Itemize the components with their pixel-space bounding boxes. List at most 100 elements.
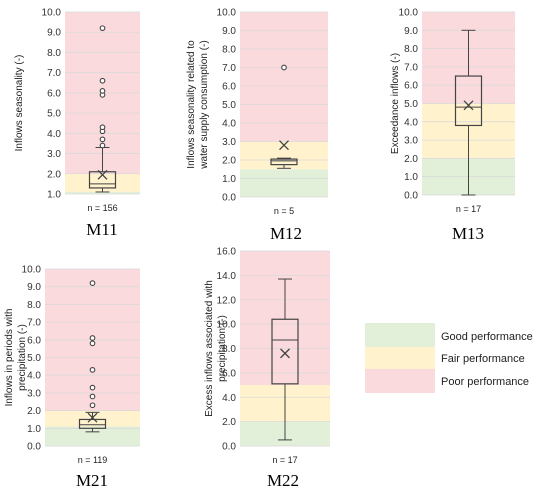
legend-label-good: Good performance [441,331,533,343]
sample-size-label: n = 17 [272,455,297,465]
outlier-point [99,142,106,149]
y-tick-label: 1.0 [404,172,418,183]
y-tick-label: 5.0 [27,353,41,364]
y-tick-label: 9.0 [222,26,236,37]
sample-size-label: n = 5 [274,206,294,216]
y-tick-label: 4.0 [222,393,236,404]
panel-m22: 0.0 2.0 4.0 6.0 8.0 10.0 12.0 14.0 16.0 Excess in… [204,247,330,490]
sample-size-label: n = 17 [456,204,481,214]
y-tick-label: 4.0 [404,117,418,128]
outlier-point [281,64,287,71]
y-tick-label: 10.0 [22,265,42,276]
outlier-point [99,124,106,131]
mean-marker [280,348,290,359]
y-tick-label: 8.0 [222,344,236,355]
y-tick-label: 0.0 [222,193,236,204]
y-tick-label: 7.0 [404,62,418,73]
outlier-point [89,393,96,400]
panel-title: M11 [86,220,118,239]
y-tick-label: 9.0 [404,26,418,37]
y-axis-label: Excess inflows associated with [204,280,215,417]
outlier-point [89,335,96,341]
y-tick-label: 6.0 [404,81,418,92]
y-axis-label: Inflows seasonality (-) [14,55,25,152]
outlier-point [99,77,106,84]
y-tick-label: 8.0 [222,45,236,56]
y-tick-label: 8.0 [27,300,41,311]
panel-title: M12 [270,224,302,243]
y-tick-label: 3.0 [404,136,418,147]
outlier-point [89,280,96,287]
panel-m21: 0.0 1.0 2.0 3.0 4.0 5.0 6.0 7.0 8.0 9.0 10.0 Inflow… [4,265,140,490]
y-tick-label: 6.0 [47,88,61,99]
legend: Good performance Fair performance Poor p… [365,323,533,393]
panel-title: M21 [76,471,108,490]
y-tick-label: 1.0 [47,190,61,201]
y-tick-label: 7.0 [27,318,41,329]
band-fair [65,173,140,192]
mean-marker [87,412,98,423]
y-tick-label: 7.0 [47,68,61,79]
y-tick-label: 9.0 [27,282,41,293]
sample-size-label: n = 119 [78,455,108,465]
y-axis-label: Inflows in periods with [4,309,15,407]
y-axis-label: precipitation (-) [217,315,228,382]
y-tick-label: 5.0 [222,100,236,111]
panel-m11: 1.0 2.0 3.0 4.0 5.0 6.0 7.0 8.0 9.0 10.0 Inflows s… [14,8,140,239]
outlier-point [89,384,96,391]
panel-m13: 0.0 1.0 2.0 3.0 4.0 5.0 6.0 7.0 8.0 9.0 10.0 Exceed… [390,8,515,243]
y-tick-label: 10.0 [399,8,419,19]
y-tick-label: 3.0 [222,137,236,148]
band-poor [240,12,328,142]
y-tick-label: 5.0 [47,109,61,120]
band-good [65,191,140,194]
y-tick-label: 8.0 [404,44,418,55]
outlier-point [99,136,106,143]
y-tick-label: 0.0 [404,191,418,202]
y-axis-label: Exceedance inflows (-) [390,53,401,154]
y-tick-label: 2.0 [222,156,236,167]
y-tick-label: 2.0 [222,417,236,428]
y-axis-label: water supply consumption (-) [199,40,210,169]
box-iqr [88,171,117,189]
y-tick-label: 9.0 [47,28,61,39]
y-tick-label: 1.0 [27,424,41,435]
band-good [240,169,328,197]
legend-label-fair: Fair performance [441,353,525,365]
y-tick-label: 4.0 [47,129,61,140]
y-tick-label: 4.0 [27,371,41,382]
outlier-point [99,88,106,94]
y-axis-label: Inflows seasonality related to [186,40,197,169]
y-tick-label: 2.0 [404,154,418,165]
outlier-point [89,402,96,409]
sample-size-label: n = 156 [87,203,117,213]
y-tick-label: 4.0 [222,119,236,130]
legend-swatch-fair [365,347,435,369]
band-good [45,426,140,446]
panel-title: M13 [452,224,484,243]
y-tick-label: 10.0 [217,8,237,19]
y-tick-label: 7.0 [222,63,236,74]
y-tick-label: 6.0 [27,335,41,346]
panel-title: M22 [267,471,299,490]
box-iqr [78,418,107,429]
legend-swatch-good [365,323,435,347]
box-iqr [271,318,299,385]
y-tick-label: 5.0 [404,99,418,110]
legend-swatch-poor [365,369,435,393]
y-tick-label: 10.0 [217,320,237,331]
y-tick-label: 16.0 [217,247,237,258]
y-tick-label: 0.0 [27,442,41,453]
y-tick-label: 6.0 [222,368,236,379]
mean-marker [279,140,289,151]
box-iqr [454,75,483,127]
legend-label-poor: Poor performance [441,376,529,388]
outlier-point [89,340,96,347]
y-tick-label: 12.0 [217,295,237,306]
outlier-point [99,25,106,32]
box-iqr [270,158,298,166]
mean-marker [97,169,108,180]
y-tick-label: 2.0 [27,406,41,417]
mean-marker [463,100,474,111]
